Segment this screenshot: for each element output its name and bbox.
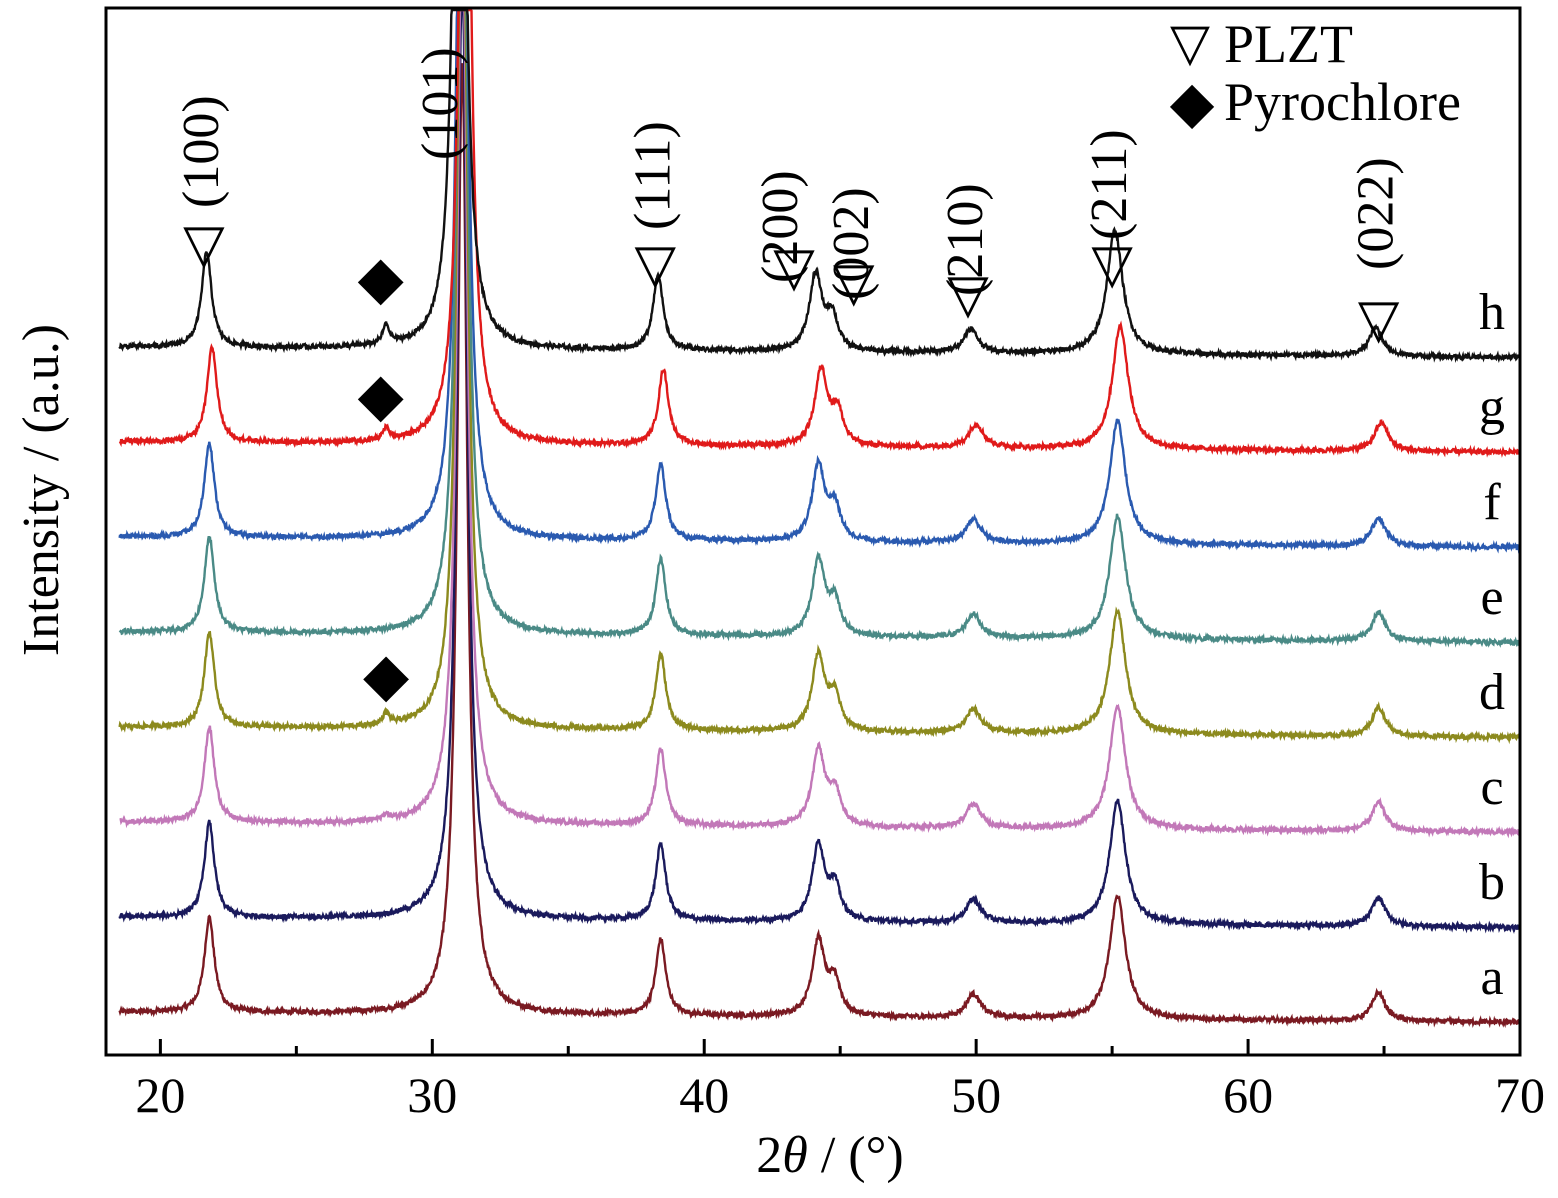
legend-marker-plzt: ▽ [1170,13,1210,73]
series-line-c [119,8,1521,839]
plzt-marker: ▽ [183,212,225,275]
x-axis-ticks: 20 30 40 50 60 70 [135,1039,1545,1123]
pyrochlore-marker: ◆ [358,243,404,313]
legend-text-pyrochlore: Pyrochlore [1224,72,1461,132]
series-line-b [118,8,1521,935]
peak-label: (002) [823,187,880,300]
markers-layer: ▽ ▽ ▽ ▽ ▽ ▽ ▽ ◆ ◆ ◆ [183,212,1400,710]
series-label-c: c [1480,759,1503,816]
peak-label: (200) [752,170,809,283]
series-line-f [118,8,1521,554]
peak-label: (101) [412,47,469,160]
x-tick-label: 20 [135,1067,185,1123]
x-tick-label: 50 [951,1067,1001,1123]
legend-text-plzt: PLZT [1224,14,1353,74]
pyrochlore-marker: ◆ [358,360,404,430]
series-label-b: b [1479,854,1505,911]
x-tick-label: 40 [679,1067,729,1123]
peak-label: (210) [937,183,994,296]
series-label-d: d [1479,664,1505,721]
plot-frame [104,6,1522,1057]
series-line-a [118,63,1521,1029]
plzt-marker: ▽ [833,250,875,313]
x-tick-label: 30 [407,1067,457,1123]
x-tick-label: 70 [1495,1067,1545,1123]
x-axis-label-theta: θ [782,1127,808,1184]
peak-label: (111) [624,121,681,230]
peak-label: (211) [1081,129,1138,240]
legend: ▽ PLZT◆ Pyrochlore [1170,13,1461,136]
series-line-d [118,8,1521,745]
series-label-g: g [1479,379,1505,436]
series-line-g [118,8,1521,458]
plzt-marker: ▽ [1091,232,1133,295]
series-label-h: h [1479,284,1505,341]
x-axis-label-unit: / (°) [808,1127,904,1184]
series-line-h [118,8,1520,364]
series-label-f: f [1483,474,1501,531]
pyrochlore-marker: ◆ [363,640,409,710]
plzt-marker: ▽ [773,235,815,298]
series-line-e [118,8,1521,648]
peak-label: (022) [1348,157,1405,270]
plzt-marker: ▽ [1358,287,1400,350]
x-axis-label: 2θ / (°) [756,1127,903,1184]
annotations-layer: (100) (101) (111) (200) (002) (210) (211) (022) [173,47,1405,300]
plzt-marker: ▽ [947,262,989,325]
y-axis-label: Intensity / (a.u.) [13,324,70,656]
plzt-marker: ▽ [635,232,677,295]
legend-marker-pyrochlore: ◆ [1170,68,1215,136]
x-tick-label: 60 [1223,1067,1273,1123]
peak-label: (100) [173,95,230,208]
series-label-a: a [1480,949,1503,1006]
series-label-e: e [1480,569,1503,626]
x-axis-label-number: 2 [756,1127,782,1184]
